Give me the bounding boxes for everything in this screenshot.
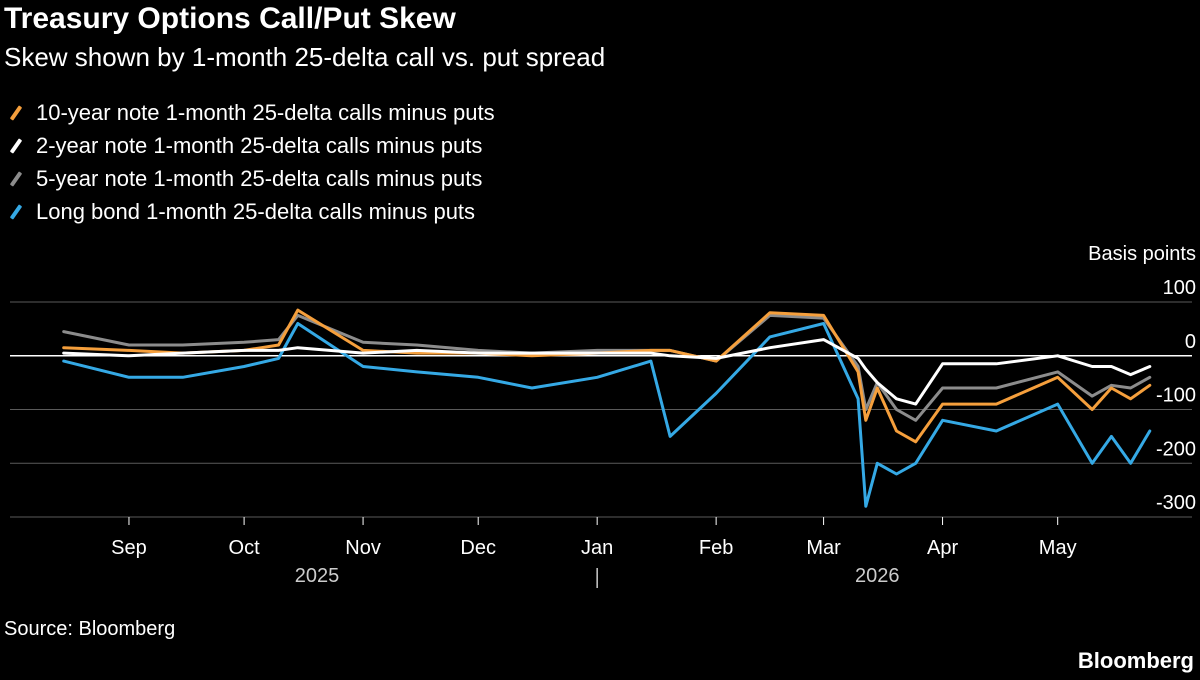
year-label-2025: 2025 (295, 565, 340, 587)
legend-item-2-year: 2-year note 1-month 25-delta calls minus… (6, 129, 495, 162)
y-tick-label: -300 (1156, 492, 1196, 514)
chart-title: Treasury Options Call/Put Skew (4, 2, 456, 35)
series-line-2-year (62, 338, 1152, 406)
y-tick-label: -200 (1156, 438, 1196, 460)
x-tick-label: Dec (460, 537, 496, 559)
legend-label-10-year: 10-year note 1-month 25-delta calls minu… (36, 99, 495, 125)
x-tick-label: Feb (699, 537, 733, 559)
series-line-long-bond (62, 322, 1152, 508)
x-tick-label: Jan (581, 537, 613, 559)
series-line-10-year (62, 308, 1152, 444)
chart-subtitle: Skew shown by 1-month 25-delta call vs. … (4, 42, 606, 72)
x-tick-label: Mar (806, 537, 841, 559)
y-tick-label: 100 (1163, 277, 1196, 299)
legend-item-long-bond: Long bond 1-month 25-delta calls minus p… (6, 195, 495, 228)
x-tick-label: May (1039, 537, 1077, 559)
brand-logo: Bloomberg (1077, 648, 1194, 673)
y-tick-label: -100 (1156, 385, 1196, 407)
legend-label-2-year: 2-year note 1-month 25-delta calls minus… (36, 132, 483, 158)
x-tick-label: Apr (927, 537, 958, 559)
y-axis-label: Basis points (1088, 243, 1196, 265)
x-tick-label: Oct (229, 537, 261, 559)
y-tick-label: 0 (1185, 331, 1196, 353)
legend-item-10-year: 10-year note 1-month 25-delta calls minu… (6, 96, 495, 129)
x-tick-label: Nov (345, 537, 381, 559)
legend-item-5-year: 5-year note 1-month 25-delta calls minus… (6, 162, 495, 195)
legend-label-5-year: 5-year note 1-month 25-delta calls minus… (36, 165, 483, 191)
x-tick-label: Sep (111, 537, 147, 559)
legend: 10-year note 1-month 25-delta calls minu… (6, 96, 495, 228)
year-label-2026: 2026 (855, 565, 900, 587)
legend-label-long-bond: Long bond 1-month 25-delta calls minus p… (36, 198, 476, 224)
source-note: Source: Bloomberg (4, 618, 176, 640)
